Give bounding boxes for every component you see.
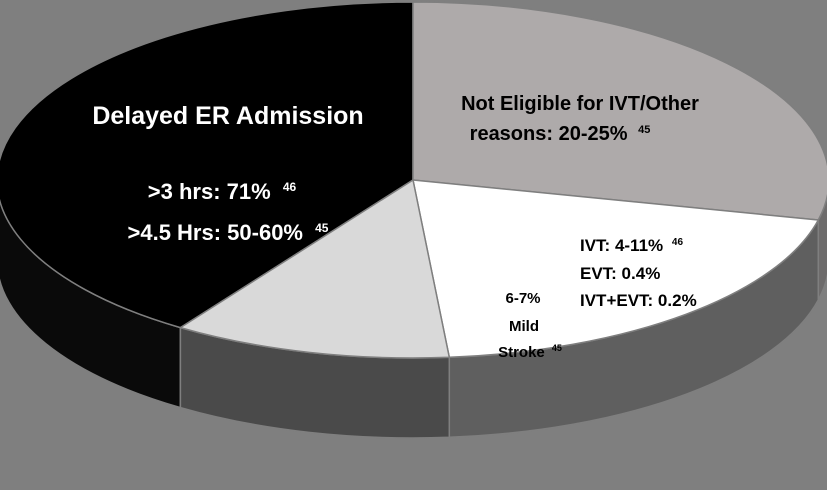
- slice-ivt-4-11: [412, 179, 820, 359]
- label-not-eligible-line1: reasons: 20-25%: [470, 123, 628, 145]
- label-treatment: IVT: 4-11% 46 EVT: 0.4% IVT+EVT: 0.2%: [580, 236, 697, 310]
- svg-text:>4.5 Hrs: 50-60% 45: >4.5 Hrs: 50-60% 45: [128, 220, 329, 245]
- label-delayed-er-line2: >4.5 Hrs: 50-60%: [128, 220, 304, 245]
- label-ivt: IVT: 4-11%: [580, 236, 663, 255]
- label-mild-pct: 6-7%: [505, 290, 540, 307]
- label-mild-stroke: 6-7% Mild Stroke 45: [498, 290, 562, 361]
- label-not-eligible: Not Eligible for IVT/Other reasons: 20-2…: [461, 93, 699, 145]
- svg-text:reasons: 20-25% 45: reasons: 20-25% 45: [470, 123, 651, 145]
- pie-slices: [0, 1, 827, 359]
- label-not-eligible-ref1: 45: [638, 124, 650, 136]
- label-stroke-ref: 45: [552, 343, 562, 353]
- label-stroke: Stroke: [498, 344, 545, 361]
- label-evt: EVT: 0.4%: [580, 264, 660, 283]
- slice-delayed-er-admission: [0, 1, 414, 329]
- label-delayed-er-line1: >3 hrs: 71%: [148, 179, 271, 204]
- svg-text:>3 hrs: 71% 46: >3 hrs: 71% 46: [148, 179, 297, 204]
- pie-sides: [0, 193, 827, 439]
- slice-6-7: [179, 179, 451, 359]
- slice-not-eligible-for-ivt-other: [412, 1, 827, 221]
- label-delayed-er-title: Delayed ER Admission: [92, 102, 363, 130]
- label-delayed-er-ref2: 45: [315, 221, 329, 235]
- label-not-eligible-title: Not Eligible for IVT/Other: [461, 93, 699, 115]
- label-delayed-er: Delayed ER Admission >3 hrs: 71% 46 >4.5…: [92, 102, 363, 245]
- label-ivt-evt: IVT+EVT: 0.2%: [580, 291, 697, 310]
- svg-text:Stroke 45: Stroke 45: [498, 343, 562, 361]
- label-ivt-ref: 46: [672, 237, 684, 248]
- svg-text:IVT: 4-11% 46: IVT: 4-11% 46: [580, 236, 683, 255]
- label-mild: Mild: [509, 318, 539, 335]
- label-delayed-er-ref1: 46: [283, 180, 297, 194]
